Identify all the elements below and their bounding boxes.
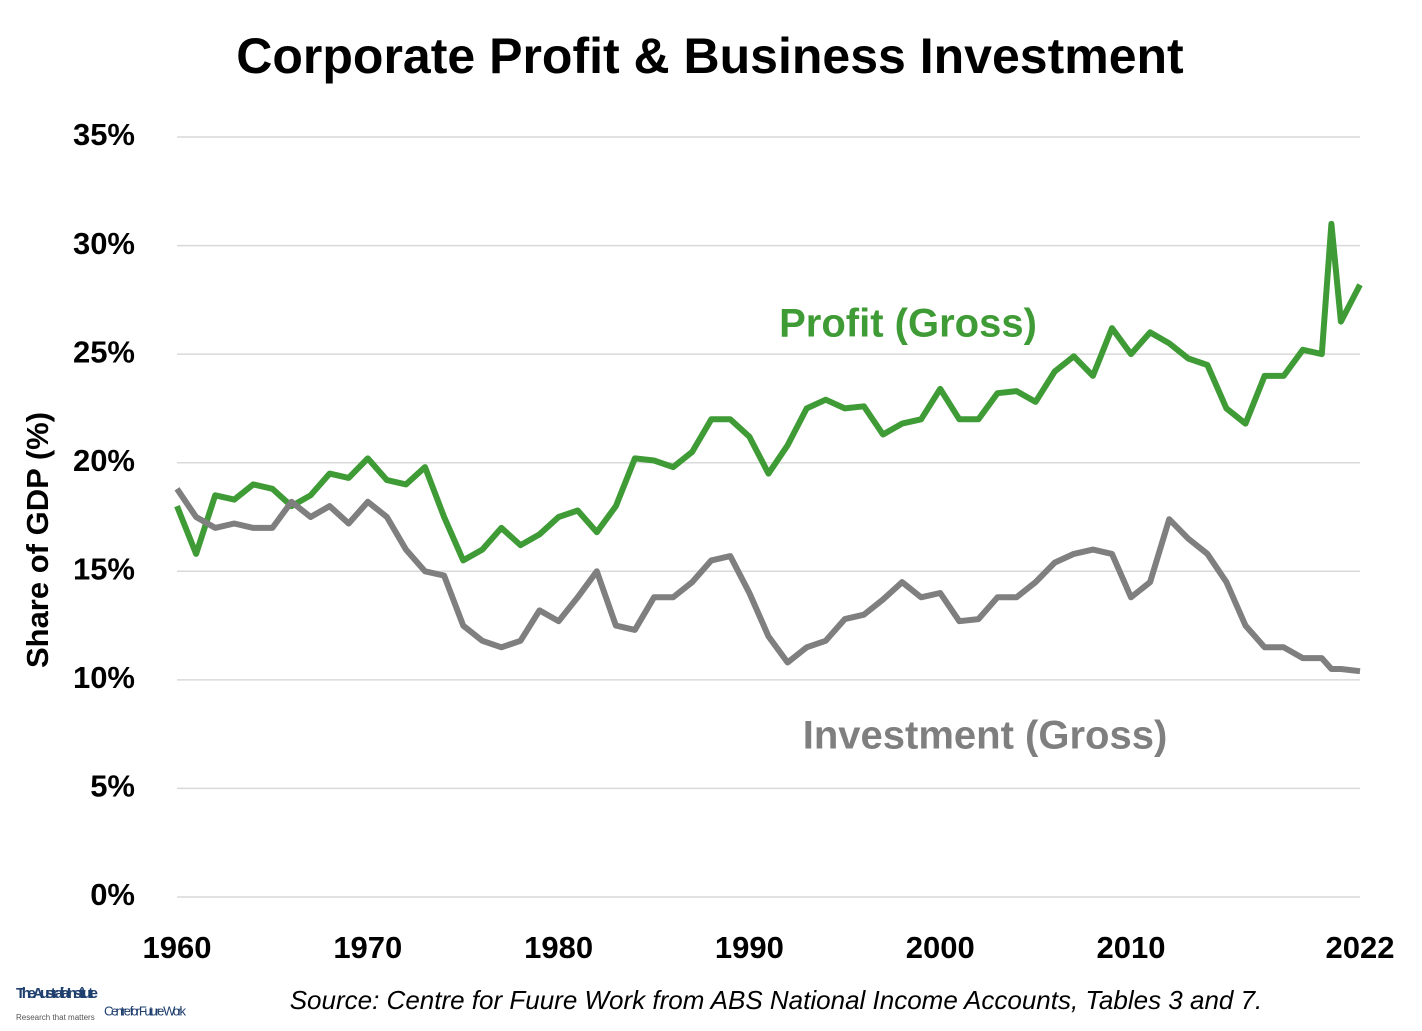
y-tick-label: 25% — [73, 334, 135, 369]
y-tick-label: 20% — [73, 443, 135, 478]
x-tick-label: 2010 — [1097, 930, 1166, 965]
y-tick-label: 5% — [90, 769, 135, 804]
chart-title: Corporate Profit & Business Investment — [236, 28, 1184, 84]
series-line — [174, 487, 1361, 675]
y-tick-label: 35% — [73, 117, 135, 152]
series-line — [174, 220, 1363, 564]
y-tick-label: 30% — [73, 226, 135, 261]
logo-org: The Australia Institute — [16, 985, 98, 1002]
y-tick-label: 15% — [73, 551, 135, 586]
x-tick-label: 1960 — [143, 930, 212, 965]
x-tick-label: 1990 — [715, 930, 784, 965]
y-tick-label: 0% — [90, 877, 135, 912]
source-note: Source: Centre for Fuure Work from ABS N… — [290, 985, 1263, 1015]
y-tick-label: 10% — [73, 660, 135, 695]
x-tick-label: 2022 — [1326, 930, 1395, 965]
logo-centre: Centre for Future Work — [104, 1003, 187, 1018]
series-label: Profit (Gross) — [779, 302, 1037, 346]
series-label: Investment (Gross) — [803, 714, 1168, 758]
logo: The Australia Institute Research that ma… — [16, 985, 187, 1022]
y-axis-label: Share of GDP (%) — [20, 412, 55, 668]
x-tick-label: 1980 — [524, 930, 593, 965]
logo-tagline: Research that matters — [16, 1013, 95, 1022]
x-tick-label: 1970 — [333, 930, 402, 965]
x-tick-label: 2000 — [906, 930, 975, 965]
